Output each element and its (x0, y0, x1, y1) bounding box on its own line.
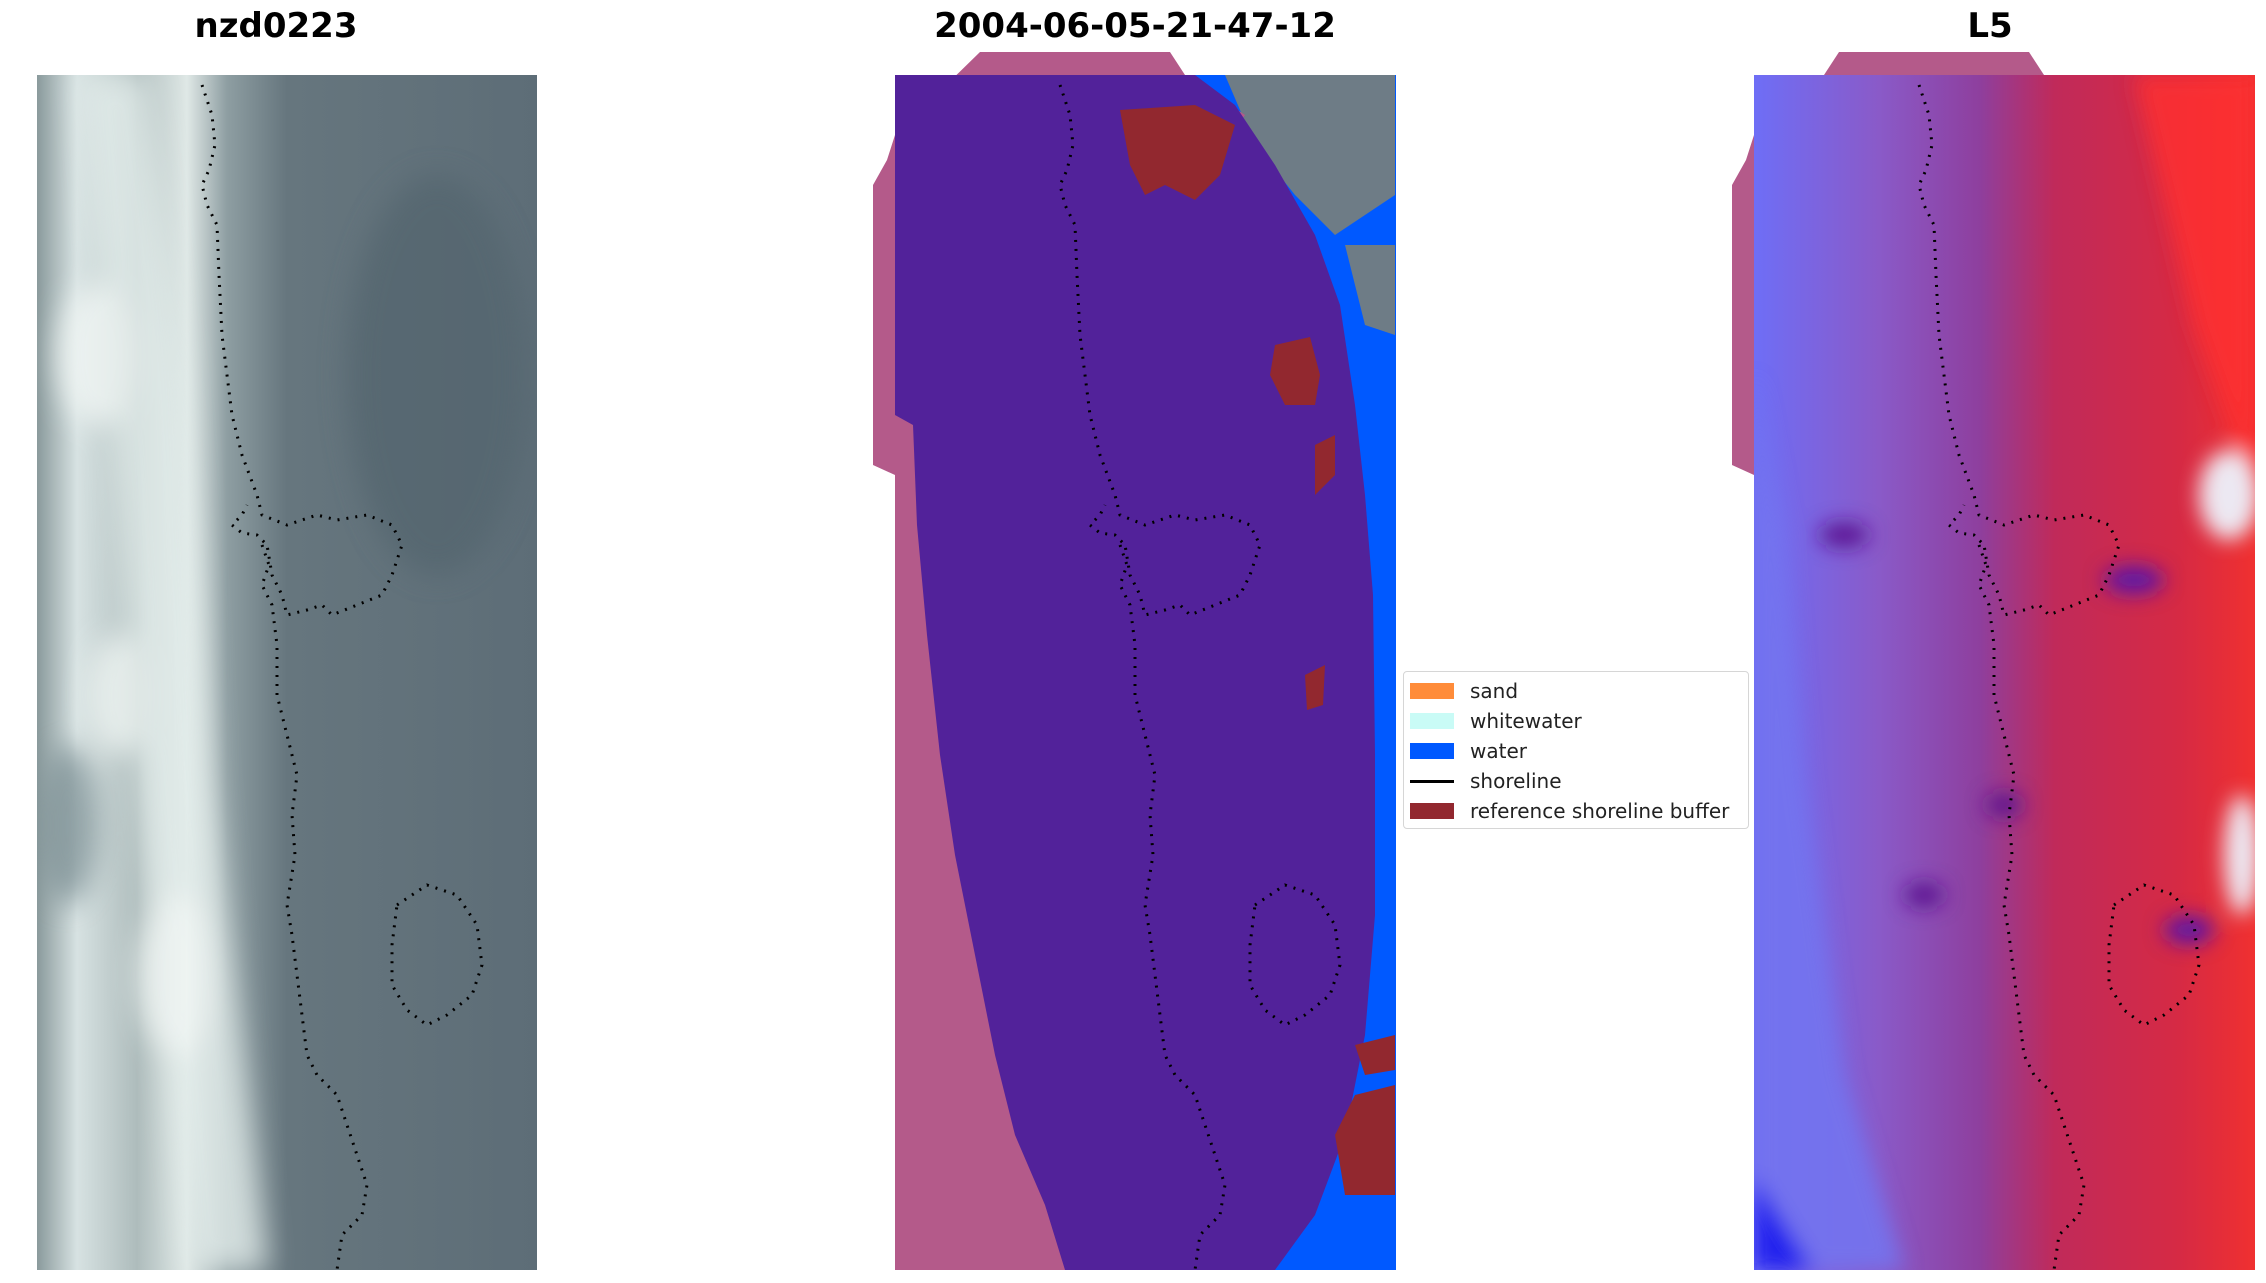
legend-label-reference-buffer: reference shoreline buffer (1470, 799, 1730, 823)
shoreline-trace-rgb (200, 84, 484, 1270)
legend-label-whitewater: whitewater (1470, 709, 1582, 733)
shoreline-trace-index (1917, 84, 2201, 1270)
rgb-image-panel (37, 75, 537, 1270)
legend-swatch-reference-buffer (1410, 803, 1454, 819)
land-gray-patch (1345, 245, 1395, 335)
land-gray-patch (1225, 75, 1395, 235)
shoreline-trace-classified (1058, 84, 1342, 1270)
legend-item-shoreline: shoreline (1410, 766, 1742, 796)
index-image-panel (1732, 52, 2255, 1270)
legend-swatch-sand (1410, 683, 1454, 699)
panel-title-rgb: nzd0223 (194, 6, 358, 46)
legend-item-whitewater: whitewater (1410, 706, 1742, 736)
legend-swatch-water (1410, 743, 1454, 759)
legend-label-shoreline: shoreline (1470, 769, 1562, 793)
legend-item-sand: sand (1410, 676, 1742, 706)
legend-label-sand: sand (1470, 679, 1519, 703)
index-buffer-outline-left (1732, 135, 1754, 475)
classified-image-panel (873, 52, 1396, 1270)
legend-item-water: water (1410, 736, 1742, 766)
legend-line-shoreline (1410, 779, 1454, 783)
legend-swatch-whitewater (1410, 713, 1454, 729)
legend: sand whitewater water shoreline referenc… (1403, 671, 1749, 829)
reference-shoreline-buffer (1120, 105, 1395, 1195)
legend-item-reference-buffer: reference shoreline buffer (1410, 796, 1742, 826)
legend-label-water: water (1470, 739, 1527, 763)
classified-area (895, 75, 1375, 1270)
panel-title-index: L5 (1967, 6, 2013, 46)
index-buffer-outline-top (1824, 52, 2044, 75)
panel-title-classified: 2004-06-05-21-47-12 (934, 6, 1336, 46)
